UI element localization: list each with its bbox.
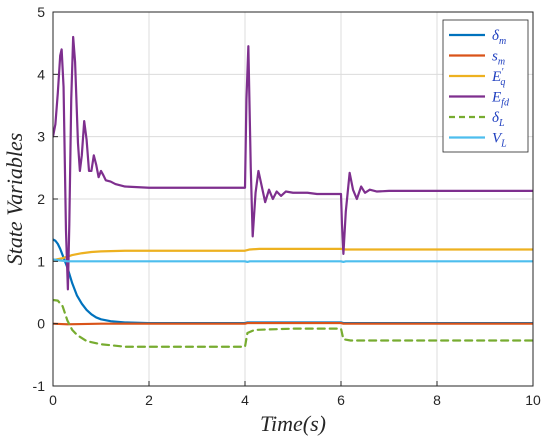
series-line-V_L: [53, 258, 533, 264]
legend-label-V_L: VL: [492, 131, 507, 150]
x-tick-label: 0: [49, 392, 57, 408]
y-axis-ticks: -1 0 1 2 3 4 5: [33, 4, 58, 394]
legend-label-s_m: sm: [492, 49, 505, 68]
legend-label-E_q: E′ q: [491, 67, 505, 88]
y-tick-label: 5: [37, 4, 45, 20]
y-tick-label: 2: [37, 191, 45, 207]
series-line-E_q: [53, 247, 533, 262]
x-tick-label: 8: [433, 392, 441, 408]
y-axis-label: State Variables: [2, 133, 27, 266]
y-tick-label: 0: [37, 316, 45, 332]
legend-box: [442, 19, 529, 153]
x-tick-label: 2: [145, 392, 153, 408]
x-axis-label: Time(s): [260, 411, 326, 436]
x-tick-label: 10: [525, 392, 541, 408]
legend-label-delta_L: δL: [492, 110, 505, 129]
y-tick-label: -1: [33, 378, 46, 394]
series-lines: [53, 35, 533, 348]
legend-label-delta_m: δm: [492, 28, 506, 47]
y-tick-label: 4: [37, 66, 45, 82]
y-tick-label: 3: [37, 129, 45, 145]
x-tick-label: 4: [241, 392, 249, 408]
series-line-s_m: [53, 321, 533, 326]
x-axis-ticks: 0 2 4 6 8 10: [49, 381, 541, 408]
series-line-E_fd: [53, 35, 533, 291]
legend-label-E_fd: Efd: [491, 90, 510, 109]
series-line-delta_L: [53, 298, 533, 348]
y-tick-label: 1: [37, 253, 45, 269]
x-tick-label: 6: [337, 392, 345, 408]
